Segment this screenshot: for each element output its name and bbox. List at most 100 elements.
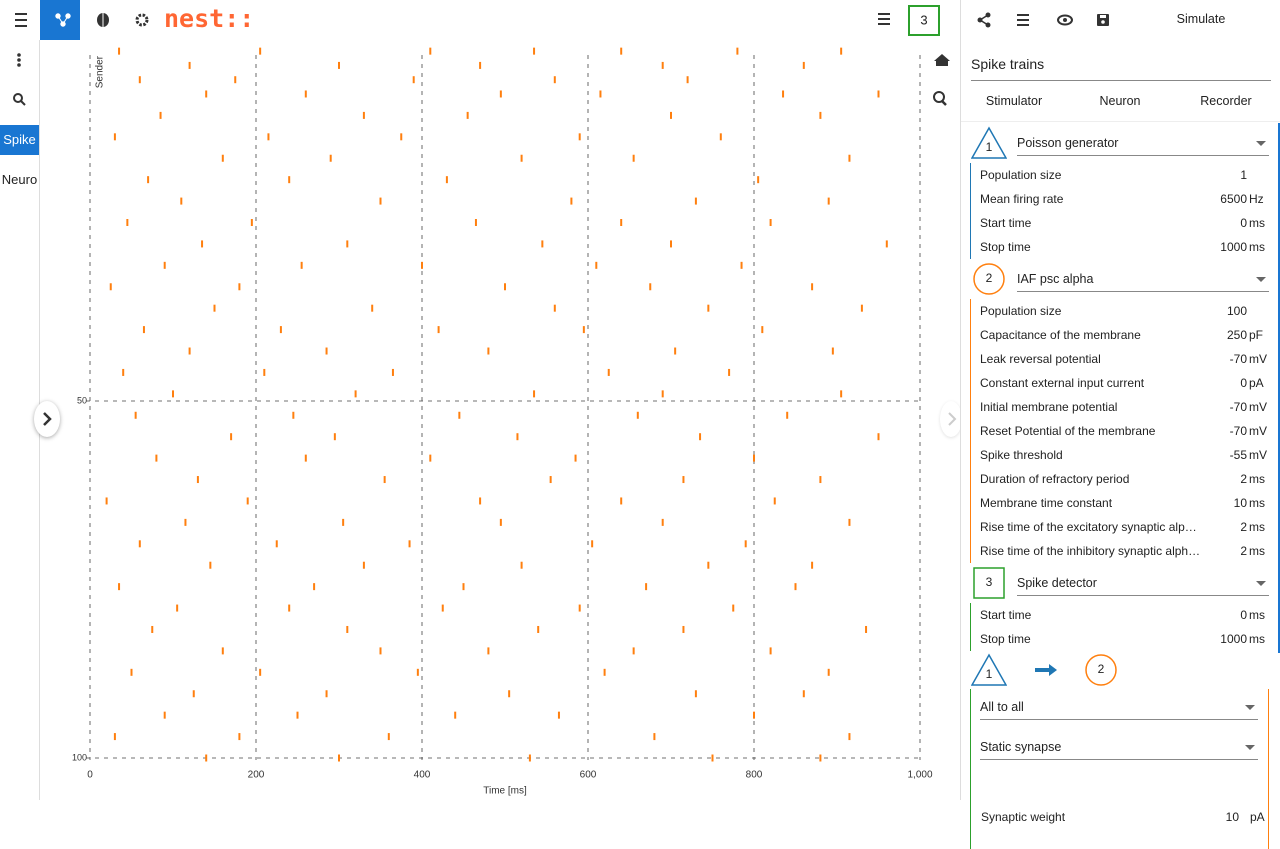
- param-value[interactable]: 0: [1240, 608, 1247, 622]
- spike: [246, 497, 249, 505]
- settings-icon[interactable]: [135, 13, 149, 27]
- list-icon[interactable]: [1017, 14, 1029, 26]
- share-icon[interactable]: [977, 12, 991, 28]
- view-icon[interactable]: [1057, 14, 1073, 26]
- spike: [819, 476, 822, 484]
- param-value[interactable]: 1000: [1220, 632, 1247, 646]
- node-label: 1: [986, 140, 993, 154]
- param-name: Duration of refractory period: [980, 472, 1130, 486]
- tab[interactable]: Neuron: [1099, 94, 1141, 108]
- param-name: Stop time: [980, 632, 1031, 646]
- param-value[interactable]: -70: [1229, 400, 1247, 414]
- param-value[interactable]: 2: [1240, 520, 1247, 534]
- spike: [259, 47, 262, 55]
- badge-box[interactable]: [908, 5, 940, 36]
- view-menu[interactable]: [878, 13, 890, 25]
- param-unit: ms: [1249, 472, 1265, 486]
- spike: [719, 133, 722, 141]
- search-icon[interactable]: [13, 93, 26, 106]
- circle: [973, 263, 1005, 295]
- param-unit: ms: [1249, 544, 1265, 558]
- spike: [379, 197, 382, 205]
- x-tick-label: 200: [248, 770, 265, 781]
- spike: [151, 625, 154, 633]
- tab[interactable]: Recorder: [1200, 94, 1252, 108]
- arrow-shape: [1035, 664, 1057, 676]
- param-unit: ms: [1249, 608, 1265, 622]
- node-shape[interactable]: 2: [971, 262, 1007, 296]
- param-value[interactable]: -70: [1229, 424, 1247, 438]
- node-shape[interactable]: 1: [971, 653, 1007, 687]
- param-value[interactable]: 10: [1225, 810, 1239, 824]
- param-value[interactable]: 10: [1233, 496, 1247, 510]
- zoom-icon[interactable]: [933, 91, 945, 103]
- spike: [578, 133, 581, 141]
- spike: [188, 347, 191, 355]
- param-unit: pF: [1249, 328, 1264, 342]
- param-value[interactable]: 1000: [1220, 240, 1247, 254]
- param-name: Start time: [980, 216, 1032, 230]
- save-icon[interactable]: [1097, 14, 1109, 26]
- spike: [454, 711, 457, 719]
- spike: [188, 61, 191, 69]
- param-value[interactable]: 1: [1240, 168, 1247, 182]
- node-shape[interactable]: 2: [1083, 653, 1119, 687]
- spike: [118, 47, 121, 55]
- chevron: [43, 412, 52, 426]
- param-value[interactable]: 2: [1240, 472, 1247, 486]
- param-value[interactable]: 0: [1240, 376, 1247, 390]
- param-unit: pA: [1250, 810, 1265, 824]
- sidebar-item[interactable]: Spike: [0, 125, 39, 155]
- model-select[interactable]: IAF psc alpha: [1017, 267, 1269, 292]
- spike: [670, 111, 672, 119]
- param-value[interactable]: -55: [1229, 448, 1247, 462]
- home-icon[interactable]: [934, 54, 950, 66]
- spike: [176, 604, 179, 612]
- param-value[interactable]: 100: [1226, 304, 1247, 318]
- spike: [479, 61, 482, 69]
- spike: [753, 711, 755, 719]
- more-icon[interactable]: [17, 53, 21, 67]
- param-value[interactable]: 6500: [1220, 192, 1247, 206]
- spike: [267, 133, 270, 141]
- spike: [113, 133, 116, 141]
- synapse-select[interactable]: Static synapse: [980, 735, 1258, 760]
- spike: [445, 176, 448, 184]
- spike: [744, 540, 747, 548]
- sidebar-item[interactable]: Neuro: [1, 172, 38, 187]
- spike: [553, 304, 556, 312]
- spike: [221, 647, 224, 655]
- param-row: Population size 100: [970, 299, 1280, 323]
- expand-right[interactable]: [940, 401, 962, 437]
- node-header: 1 Poisson generator: [961, 123, 1280, 163]
- param-value[interactable]: 250: [1226, 328, 1247, 342]
- param-value[interactable]: 0: [1240, 216, 1247, 230]
- expand-left[interactable]: [34, 401, 60, 437]
- menu-icon[interactable]: [15, 13, 27, 27]
- spike: [786, 411, 789, 419]
- rule-select[interactable]: All to all: [980, 695, 1258, 720]
- spike: [487, 347, 490, 355]
- spike: [338, 754, 340, 762]
- node-shape[interactable]: 3: [971, 566, 1007, 600]
- node-list: 1 Poisson generator Population size 1 Mean f…: [961, 123, 1280, 653]
- tab[interactable]: Stimulator: [985, 94, 1043, 108]
- spike: [736, 47, 739, 55]
- model-select[interactable]: Poisson generator: [1017, 131, 1269, 156]
- spike: [728, 368, 731, 376]
- node-shape[interactable]: 1: [971, 126, 1007, 160]
- scroll-indicator: [1278, 123, 1280, 653]
- spike: [230, 433, 233, 441]
- spike: [288, 176, 291, 184]
- param-value[interactable]: -70: [1229, 352, 1247, 366]
- node-header: 2 IAF psc alpha: [961, 259, 1280, 299]
- spike: [848, 154, 851, 162]
- simulate-button[interactable]: Simulate: [1176, 12, 1226, 26]
- spike: [130, 668, 133, 676]
- model-select[interactable]: Spike detector: [1017, 571, 1269, 596]
- param-value[interactable]: 2: [1240, 544, 1247, 558]
- spike: [466, 111, 469, 119]
- spike: [184, 518, 187, 526]
- param-row: Membrane time constant 10 ms: [970, 491, 1280, 515]
